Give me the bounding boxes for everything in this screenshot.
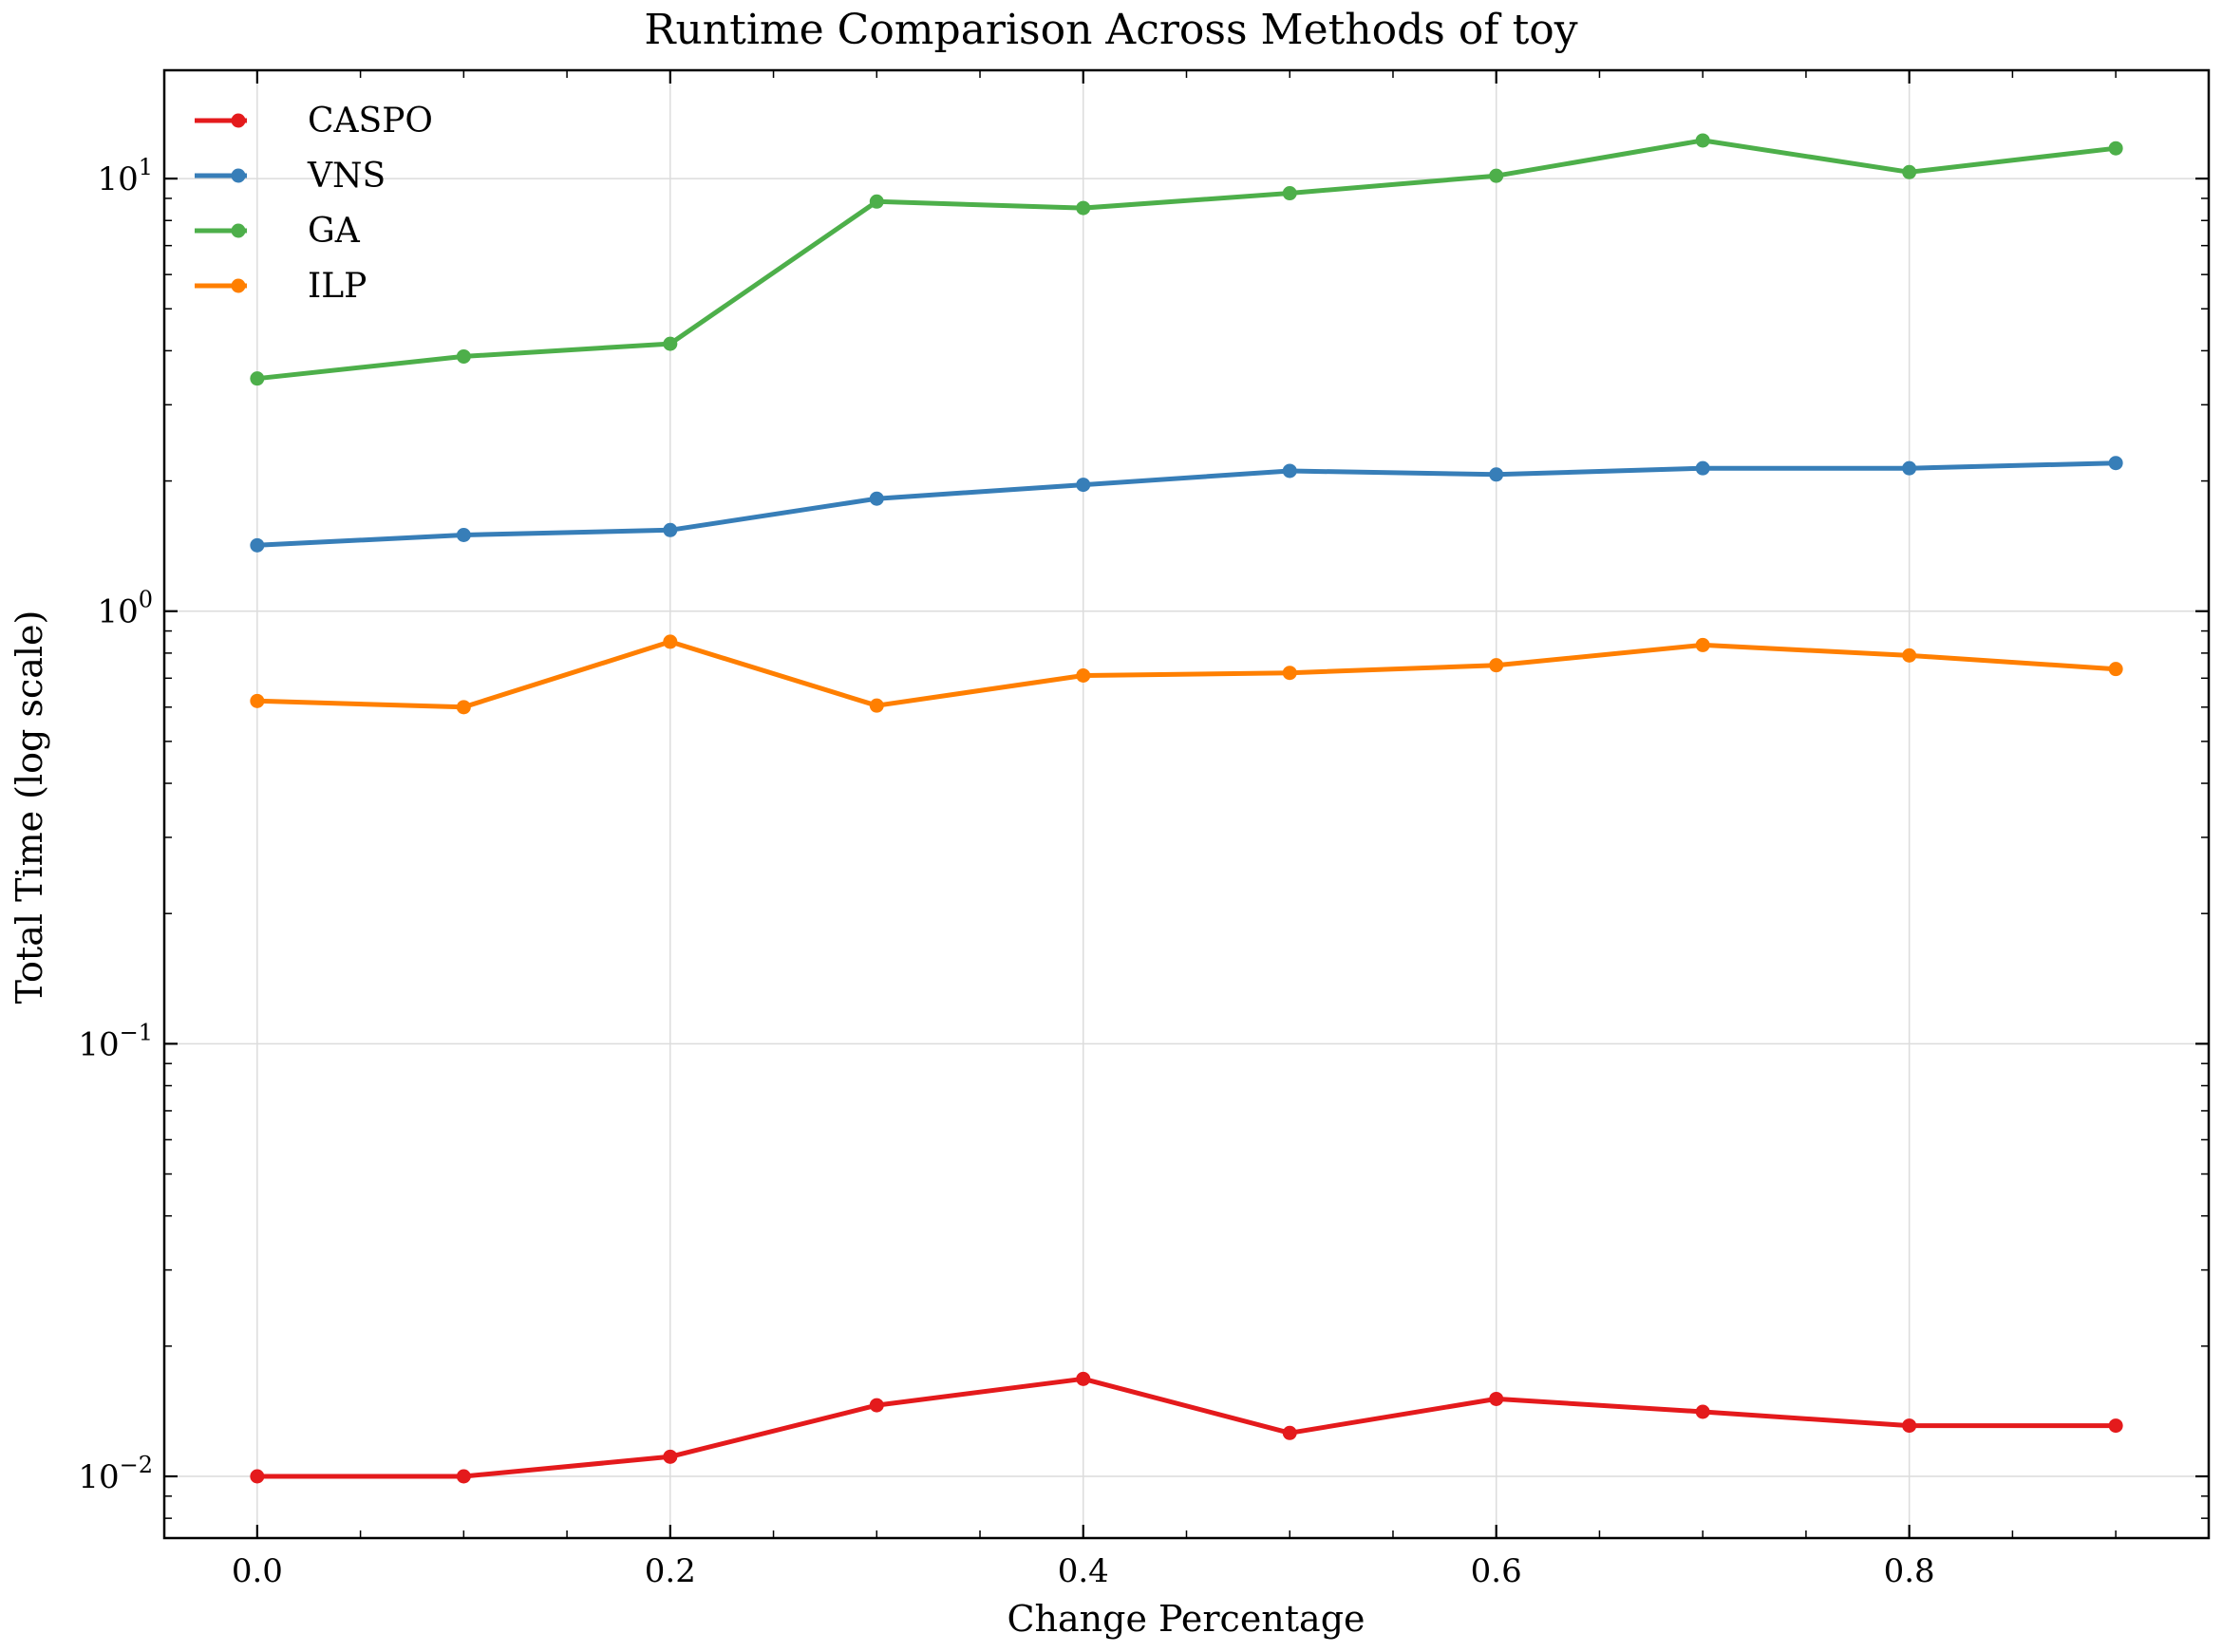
- series-ilp: [250, 634, 2123, 715]
- y-tick-label: 10−1: [78, 1019, 153, 1063]
- data-point-ga: [1902, 164, 1917, 179]
- data-point-vns: [1282, 463, 1297, 479]
- series-layer: [250, 133, 2123, 1484]
- x-tick-label: 0.0: [232, 1552, 283, 1590]
- data-point-caspo: [1489, 1391, 1504, 1406]
- data-point-vns: [2108, 456, 2123, 471]
- data-point-ilp: [2108, 662, 2123, 677]
- data-point-ga: [1489, 168, 1504, 183]
- y-tick-label: 100: [97, 587, 153, 631]
- legend-label-ilp: ILP: [308, 267, 367, 306]
- legend-marker-ilp: [231, 278, 246, 293]
- data-point-ga: [1695, 133, 1710, 148]
- data-point-caspo: [2108, 1418, 2123, 1434]
- legend-marker-caspo: [231, 113, 246, 128]
- data-point-ilp: [456, 700, 471, 715]
- plot-frame: [162, 68, 2211, 1540]
- data-point-vns: [1489, 467, 1504, 482]
- data-point-ga: [869, 194, 884, 209]
- legend-label-vns: VNS: [307, 157, 386, 196]
- data-point-ilp: [663, 634, 678, 649]
- data-point-ga: [2108, 141, 2123, 156]
- legend-label-caspo: CASPO: [308, 102, 433, 141]
- data-point-ilp: [869, 698, 884, 713]
- series-caspo: [250, 1371, 2123, 1484]
- data-point-caspo: [1282, 1425, 1297, 1440]
- data-point-ga: [1282, 186, 1297, 201]
- data-point-ilp: [1076, 668, 1091, 684]
- data-point-vns: [1902, 460, 1917, 476]
- legend-item-caspo: CASPO: [195, 102, 433, 141]
- series-line-ilp: [256, 639, 2117, 710]
- data-point-ilp: [1282, 666, 1297, 681]
- data-point-vns: [250, 537, 265, 553]
- series-line-caspo: [256, 1376, 2117, 1479]
- data-point-ga: [663, 336, 678, 351]
- x-tick-label: 0.4: [1058, 1552, 1109, 1590]
- data-point-ilp: [1902, 648, 1917, 663]
- data-point-vns: [663, 522, 678, 537]
- data-point-caspo: [456, 1469, 471, 1484]
- data-point-ilp: [1695, 637, 1710, 652]
- legend-item-ga: GA: [195, 212, 361, 251]
- axis-ticks: 0.0 0.2 0.4 0.6 0.8 10−2 10−1 100 101: [78, 70, 2209, 1590]
- series-ga: [250, 133, 2123, 386]
- legend-label-ga: GA: [308, 212, 361, 251]
- data-point-caspo: [869, 1398, 884, 1413]
- data-point-caspo: [663, 1449, 678, 1464]
- data-point-caspo: [250, 1469, 265, 1484]
- legend-item-vns: VNS: [195, 157, 386, 196]
- chart-title: Runtime Comparison Across Methods of toy: [644, 6, 1577, 54]
- data-point-vns: [1695, 460, 1710, 476]
- y-tick-label: 10−2: [78, 1452, 153, 1496]
- data-point-caspo: [1902, 1418, 1917, 1434]
- data-point-vns: [869, 491, 884, 506]
- series-vns: [250, 456, 2123, 553]
- y-tick-label: 101: [97, 154, 153, 198]
- x-tick-label: 0.2: [645, 1552, 696, 1590]
- data-point-caspo: [1695, 1404, 1710, 1419]
- data-point-ilp: [250, 693, 265, 708]
- data-point-vns: [456, 527, 471, 542]
- series-line-ga: [256, 138, 2117, 382]
- x-tick-label: 0.6: [1471, 1552, 1522, 1590]
- legend: CASPO VNS GA ILP: [195, 102, 433, 306]
- x-axis-label: Change Percentage: [1007, 1598, 1365, 1640]
- data-point-caspo: [1076, 1371, 1091, 1386]
- data-point-ilp: [1489, 658, 1504, 673]
- x-tick-label: 0.8: [1884, 1552, 1935, 1590]
- y-axis-label: Total Time (log scale): [9, 610, 50, 1004]
- legend-item-ilp: ILP: [195, 267, 367, 306]
- data-point-vns: [1076, 478, 1091, 493]
- legend-marker-ga: [231, 223, 246, 238]
- legend-marker-vns: [231, 168, 246, 183]
- data-point-ga: [456, 348, 471, 364]
- series-line-vns: [256, 460, 2117, 548]
- grid-lines: [164, 70, 2209, 1538]
- data-point-ga: [250, 371, 265, 386]
- data-point-ga: [1076, 200, 1091, 216]
